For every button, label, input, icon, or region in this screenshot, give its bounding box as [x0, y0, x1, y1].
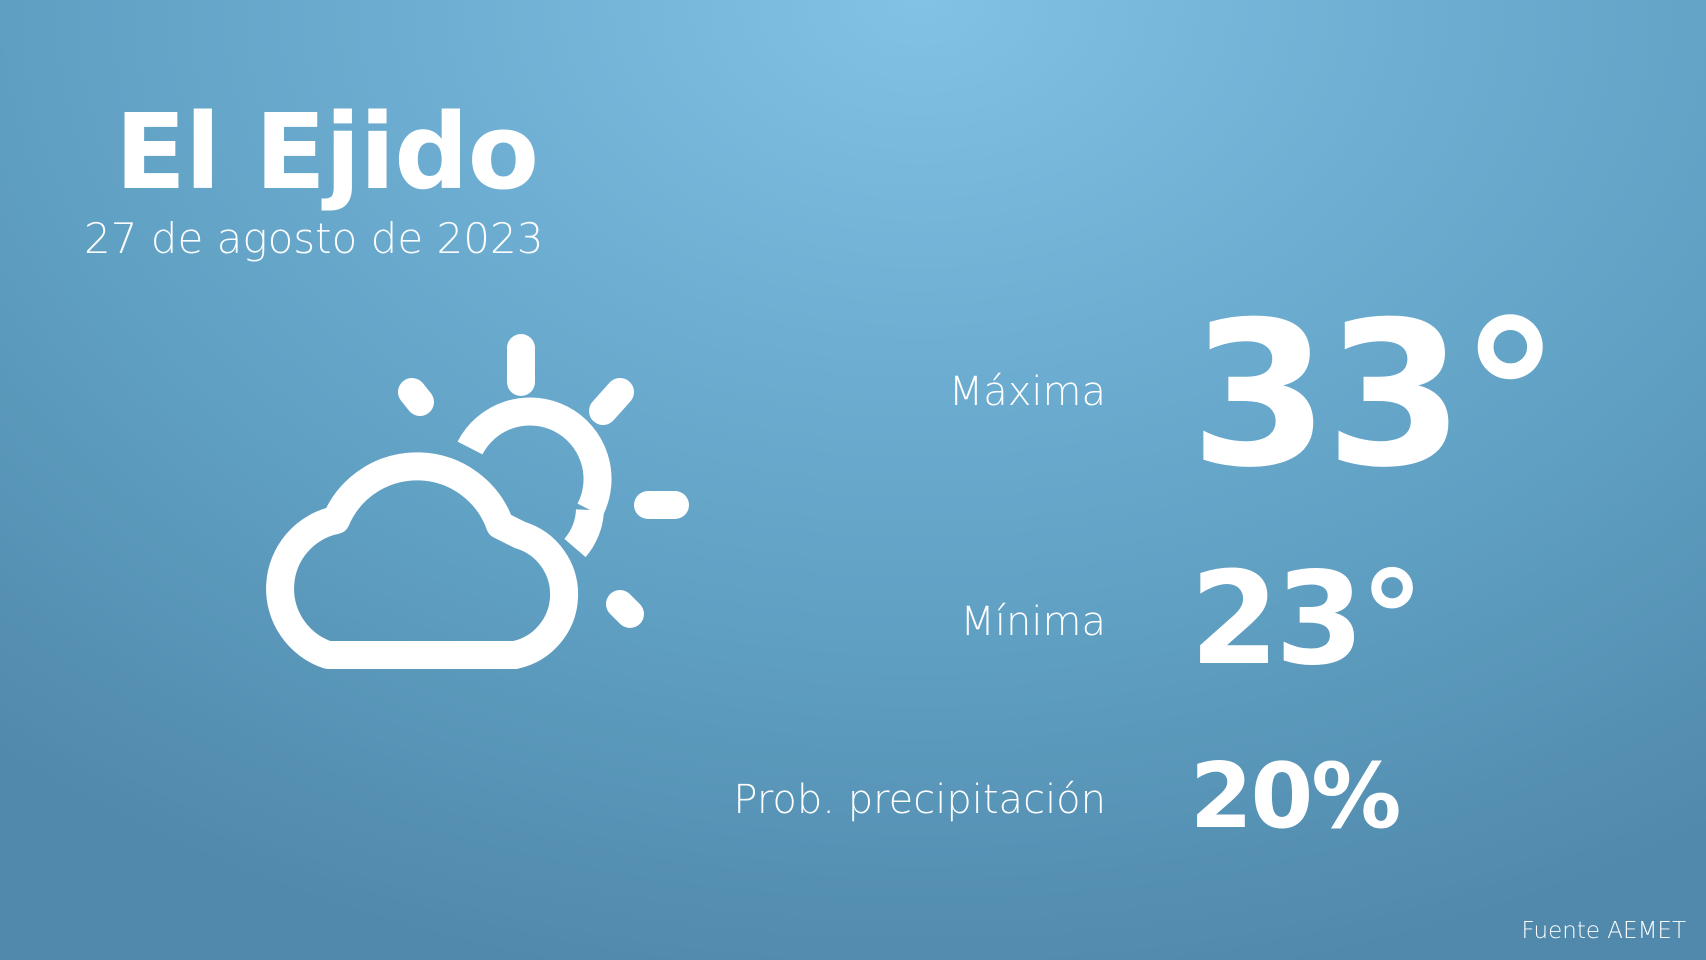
forecast-date: 27 de agosto de 2023: [84, 214, 544, 263]
max-temp-label: Máxima: [948, 369, 1106, 415]
city-title: El Ejido: [115, 91, 539, 213]
partly-cloudy-icon: [266, 334, 689, 669]
precip-label: Prob. precipitación: [733, 777, 1106, 823]
min-temp-label: Mínima: [960, 599, 1106, 645]
sun-ray: [606, 590, 644, 628]
min-temp-value: 23°: [1190, 545, 1424, 694]
cloud-shape: [266, 452, 579, 669]
sun-ray: [398, 378, 434, 416]
precip-value: 20%: [1190, 744, 1401, 849]
sun-arc: [457, 397, 612, 517]
max-temp-value: 33°: [1190, 279, 1560, 512]
source-credit: Fuente AEMET: [1521, 918, 1686, 944]
sun-ray: [589, 378, 634, 425]
